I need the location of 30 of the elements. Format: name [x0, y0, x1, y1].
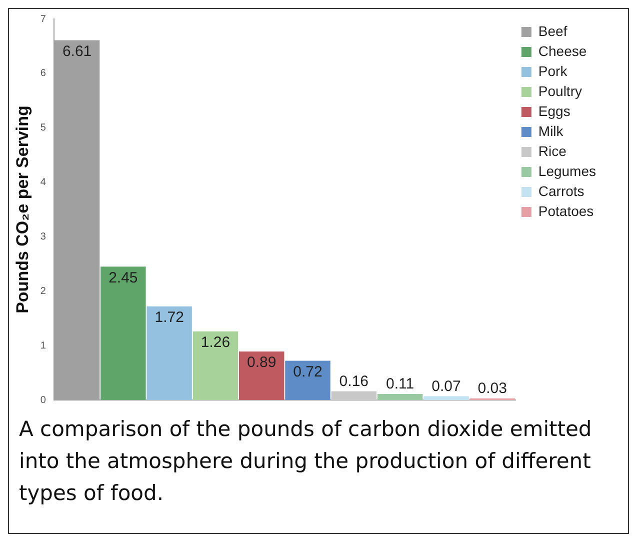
legend-label: Rice	[538, 142, 567, 159]
legend-label: Carrots	[538, 182, 584, 199]
legend-label: Milk	[538, 122, 564, 139]
legend-label: Beef	[538, 22, 568, 39]
y-tick-label: 5	[40, 122, 46, 134]
text: A comparison of the pounds of carbon dioxide emitted into the atmosphere during the production of different types of food.	[18, 416, 593, 507]
y-tick-label: 0	[40, 394, 46, 406]
legend-label: Cheese	[538, 42, 587, 59]
y-tick-label: 4	[40, 177, 46, 188]
legend-label: Poultry	[538, 82, 582, 99]
data-label: 1.72	[154, 309, 184, 326]
legend-label: Potatoes	[538, 202, 594, 219]
y-tick-label: 3	[40, 231, 46, 242]
legend-label: Eggs	[538, 102, 570, 119]
data-label: 0.89	[247, 354, 276, 372]
data-label: 0.03	[478, 380, 507, 398]
y-axis-title: Pounds CO₂e per Serving	[12, 106, 32, 314]
y-tick-label: 2	[40, 286, 46, 297]
data-label: 1.26	[200, 334, 230, 352]
legend-label: Legumes	[538, 162, 596, 179]
data-label: 2.45	[108, 269, 138, 286]
y-tick-label: 7	[40, 14, 46, 25]
y-tick-label: 6	[40, 68, 46, 80]
data-label: 6.61	[62, 42, 92, 60]
data-label: 0.72	[293, 363, 322, 380]
data-label: 0.16	[339, 372, 369, 390]
y-tick-label: 1	[40, 340, 46, 352]
legend-label: Pork	[538, 62, 568, 79]
data-label: 0.07	[432, 378, 461, 395]
data-label: 0.11	[386, 376, 414, 393]
